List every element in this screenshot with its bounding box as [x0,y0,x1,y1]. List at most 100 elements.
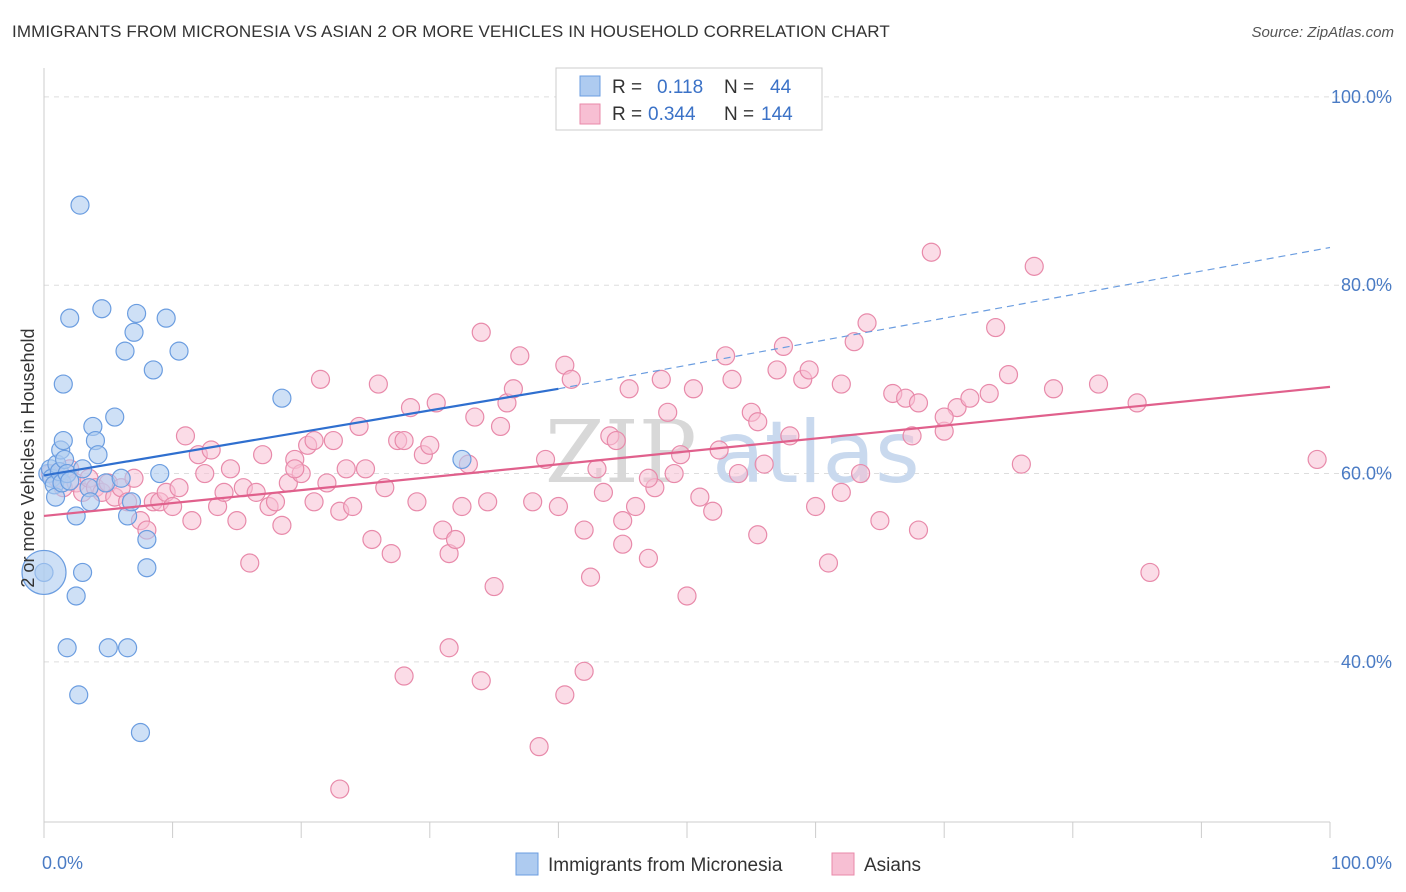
asians-point-82 [593,482,614,502]
legend-n-value-1: 44 [770,77,792,98]
asians-point-113 [844,332,864,352]
asians-point-63 [445,529,466,550]
micronesia-point-25 [92,299,112,319]
asians-point-118 [908,393,929,413]
micronesia-point-21 [80,492,100,512]
asians-point-132 [613,534,633,554]
asians-point-53 [381,543,401,564]
micronesia-point-13 [53,374,73,394]
asians-point-124 [998,365,1019,385]
micronesia-point-30 [115,341,135,361]
micronesia-point-45 [452,449,472,470]
asians-point-109 [799,360,819,380]
micronesia-point-19 [72,562,93,583]
axes [43,68,1331,838]
asians-point-133 [638,468,659,488]
legend-box: R = 0.118 N = 44 R = 0.344 N = 144 [555,67,823,131]
micronesia-point-43 [130,722,151,743]
asians-point-99 [715,346,736,366]
micronesia-point-39 [156,308,176,328]
grid-lines [44,96,1392,663]
asians-point-69 [484,576,504,597]
legend-n-label-2: N = [724,104,754,125]
asians-point-21 [175,426,196,446]
asians-point-137 [902,426,922,446]
asians-point-42 [310,369,331,389]
asians-point-119 [921,242,941,262]
asians-trend-line [43,385,1331,518]
asians-point-97 [703,501,723,521]
asians-point-129 [529,737,549,757]
asians-point-128 [471,671,491,691]
micronesia-point-28 [105,407,125,427]
asians-point-70 [490,416,511,437]
legend-r-value-1: 0.118 [657,77,703,98]
micronesia-point-29 [111,468,131,488]
micronesia-points [21,195,472,743]
asians-point-143 [1088,374,1109,394]
asians-point-105 [767,360,787,380]
asians-point-48 [349,416,369,437]
micronesia-point-35 [137,529,157,550]
asians-point-111 [818,553,839,573]
asians-point-127 [439,638,459,658]
bottom-legend-micronesia: Immigrants from Micronesia [548,855,783,876]
legend-r-value-2: 0.344 [648,104,696,125]
asians-point-61 [433,520,453,540]
micronesia-point-38 [150,463,170,484]
micronesia-point-15 [66,506,86,526]
asians-point-94 [677,586,697,606]
asians-point-92 [664,463,684,484]
asians-point-148 [304,430,324,451]
asians-point-41 [304,492,324,512]
asians-point-90 [651,369,671,389]
asians-point-47 [343,496,363,517]
asians-point-29 [227,511,247,531]
asians-point-57 [407,492,427,512]
asians-point-84 [606,430,626,451]
asians-point-110 [805,496,826,517]
asians-point-141 [1011,454,1031,474]
asians-point-55 [394,430,414,451]
asians-point-121 [947,398,967,418]
asians-point-35 [265,492,286,512]
asians-point-126 [330,779,350,799]
legend-r-label-1: R = [612,77,642,98]
micronesia-point-9 [53,430,73,451]
asians-point-80 [580,567,601,587]
asians-point-74 [523,492,543,512]
asians-point-139 [934,407,954,427]
asians-point-19 [163,496,183,517]
bottom-legend: Immigrants from Micronesia Asians [515,852,921,876]
chart-title: IMMIGRANTS FROM MICRONESIA VS ASIAN 2 OR… [12,22,890,41]
asians-point-68 [478,492,498,512]
asians-point-96 [690,487,710,507]
asians-point-145 [1127,393,1147,413]
asians-point-59 [420,435,440,455]
asians-point-91 [658,402,678,422]
asians-point-103 [748,412,768,432]
micronesia-point-44 [272,388,292,408]
legend-n-value-2: 144 [761,104,793,125]
asians-point-123 [986,317,1006,338]
x-tick-label-0: 0.0% [42,853,83,873]
asians-point-32 [246,482,266,502]
micronesia-point-14 [60,308,80,328]
asians-point-28 [220,459,241,479]
asians-point-60 [426,393,446,413]
asians-point-87 [625,496,646,517]
asians-point-98 [709,440,729,460]
asians-point-131 [574,661,594,681]
asians-point-136 [851,463,871,484]
asians-point-142 [1043,379,1064,399]
y-tick-label-3: 100.0% [1331,87,1392,107]
asians-point-44 [323,430,343,451]
micronesia-point-40 [169,341,189,361]
asians-point-24 [195,463,215,484]
asians-point-140 [979,383,999,404]
asians-point-25 [201,440,221,460]
y-tick-label-2: 80.0% [1341,275,1392,295]
asians-point-104 [754,454,774,474]
micronesia-point-16 [66,586,86,606]
micronesia-point-36 [137,558,157,578]
